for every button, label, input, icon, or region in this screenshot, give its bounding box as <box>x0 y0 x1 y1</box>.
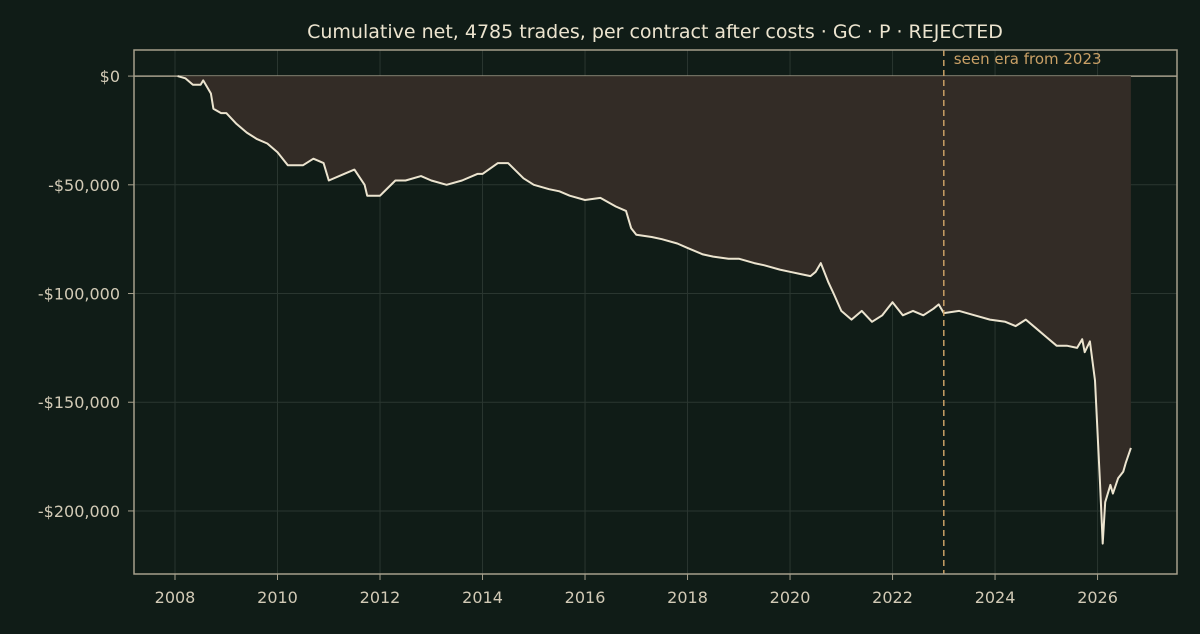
seen-era-label: seen era from 2023 <box>954 50 1102 68</box>
tick-layer: 2008 2010 2012 2014 2016 2018 2020 2022 2024 2026… <box>38 67 1118 607</box>
x-tick-label: 2018 <box>667 588 708 607</box>
x-tick-label: 2008 <box>155 588 196 607</box>
x-tick-label: 2012 <box>360 588 401 607</box>
plot-frame <box>133 49 1178 575</box>
cumulative-net-line <box>177 75 1132 545</box>
x-tick-label: 2010 <box>257 588 298 607</box>
x-tick-label: 2024 <box>975 588 1016 607</box>
y-tick-label: -$100,000 <box>38 285 120 304</box>
y-tick-label: -$50,000 <box>48 176 120 195</box>
x-tick-label: 2022 <box>872 588 913 607</box>
y-tick-label: -$150,000 <box>38 393 120 412</box>
x-tick-label: 2026 <box>1077 588 1118 607</box>
x-tick-label: 2020 <box>770 588 811 607</box>
annotation-layer: seen era from 2023 <box>943 50 1102 574</box>
drawdown-fill-area <box>177 76 1131 544</box>
y-tick-label: $0 <box>100 67 120 86</box>
x-tick-label: 2014 <box>462 588 503 607</box>
x-tick-label: 2016 <box>565 588 606 607</box>
y-tick-label: -$200,000 <box>38 502 120 521</box>
chart-title: Cumulative net, 4785 trades, per contrac… <box>307 21 1003 43</box>
